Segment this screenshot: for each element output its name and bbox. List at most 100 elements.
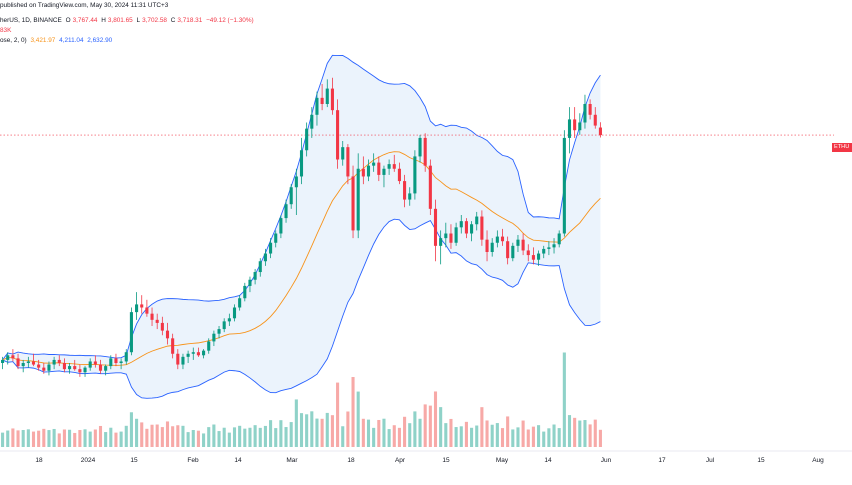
volume-bar xyxy=(377,419,381,447)
candle-body xyxy=(567,119,572,138)
candle-body xyxy=(330,88,334,111)
volume-bar xyxy=(88,431,92,447)
volume-bar xyxy=(140,422,144,447)
publish-line: published on TradingView.com, May 30, 20… xyxy=(0,2,170,9)
candle-body xyxy=(403,181,407,200)
volume-bar xyxy=(392,425,396,447)
volume-bar xyxy=(521,420,525,447)
candle-body xyxy=(315,97,319,115)
candle-body xyxy=(377,162,381,175)
candle-body xyxy=(176,353,180,365)
candle-body xyxy=(274,233,278,243)
volume-bar xyxy=(52,428,56,447)
volume-bar xyxy=(408,423,412,447)
volume-bar xyxy=(361,418,365,447)
candle-body xyxy=(336,110,340,160)
volume-bar xyxy=(16,430,20,447)
volume-bar xyxy=(21,430,25,447)
candle-body xyxy=(238,298,242,308)
candle-body xyxy=(372,162,376,166)
candle-body xyxy=(165,330,170,339)
volume-bar xyxy=(217,431,221,447)
candle-body xyxy=(263,253,267,262)
volume-bar xyxy=(191,430,195,447)
volume-bar xyxy=(423,404,427,447)
volume-bar xyxy=(83,429,87,447)
candle-body xyxy=(212,333,216,342)
x-tick-label: Aug xyxy=(812,457,824,464)
candle-body xyxy=(299,150,304,177)
candle-body xyxy=(16,358,20,367)
candle-body xyxy=(459,221,463,228)
volume-bar xyxy=(222,427,226,447)
candle-body xyxy=(78,369,82,373)
candle-body xyxy=(464,221,468,234)
candle-body xyxy=(428,165,432,209)
volume-bar xyxy=(506,416,510,447)
candle-body xyxy=(232,307,237,319)
volume-bar xyxy=(258,427,262,447)
high-value: 3,801.65 xyxy=(107,17,133,24)
candle-body xyxy=(57,359,61,363)
candle-body xyxy=(191,352,195,354)
candle-body xyxy=(557,233,561,245)
candle-body xyxy=(439,238,443,246)
candle-body xyxy=(83,367,87,373)
candle-body xyxy=(598,127,602,136)
volume-bar xyxy=(294,399,298,447)
volume-bar xyxy=(212,424,216,447)
volume-bar xyxy=(1,432,5,447)
candle-body xyxy=(104,366,108,371)
candle-body xyxy=(294,176,298,188)
volume-bar xyxy=(470,427,474,447)
candle-body xyxy=(31,361,36,365)
candle-body xyxy=(531,255,535,260)
candle-body xyxy=(593,114,597,126)
candle-body xyxy=(418,137,422,157)
volume-bar xyxy=(495,423,499,447)
candle-body xyxy=(98,364,103,371)
candle-body xyxy=(279,218,283,234)
volume-bar xyxy=(109,427,113,447)
candle-body xyxy=(341,147,345,160)
last-price-tag-text: ETHU xyxy=(834,144,850,150)
volume-bar xyxy=(269,420,273,447)
volume-bar xyxy=(263,425,267,447)
volume-bar xyxy=(382,418,386,447)
volume-bar xyxy=(227,432,231,447)
volume-bar xyxy=(403,416,407,447)
candle-body xyxy=(207,341,211,351)
volume-bar xyxy=(315,418,319,447)
volume-line: 83K xyxy=(0,27,13,34)
volume-bar xyxy=(444,423,448,447)
volume-bar xyxy=(11,428,15,447)
volume-bar xyxy=(537,425,541,447)
volume-bar xyxy=(279,420,283,447)
volume-bar xyxy=(248,427,252,447)
candle-body xyxy=(516,239,520,246)
candle-body xyxy=(47,364,51,371)
volume-bar xyxy=(526,429,530,447)
x-tick-label: 15 xyxy=(757,457,765,464)
volume-bar xyxy=(583,420,587,447)
volume-bar xyxy=(202,433,206,447)
volume-bar xyxy=(593,419,597,447)
candle-body xyxy=(155,319,159,323)
candle-body xyxy=(119,361,123,363)
volume-bar xyxy=(433,391,438,447)
volume-bar xyxy=(573,417,577,447)
candle-body xyxy=(269,242,273,254)
volume-bar xyxy=(578,420,582,447)
x-tick-label: Jun xyxy=(601,457,612,464)
candle-body xyxy=(480,216,484,240)
bb-line: ose, 2, 0) 3,421.97 4,211.04 2,632.90 xyxy=(0,37,114,44)
volume-bar xyxy=(238,425,242,447)
volume-bar xyxy=(485,420,489,447)
candle-body xyxy=(140,304,144,308)
volume-bar xyxy=(129,412,133,447)
candle-body xyxy=(573,119,577,131)
x-tick-label: Mar xyxy=(286,457,298,464)
candle-body xyxy=(181,356,185,365)
volume-bar xyxy=(37,430,41,447)
